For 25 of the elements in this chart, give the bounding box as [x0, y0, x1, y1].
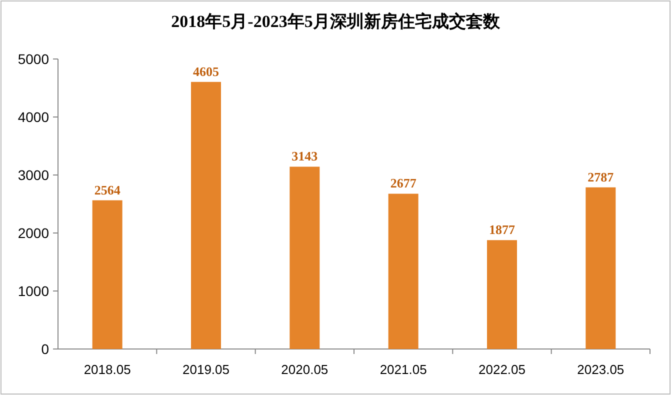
- bar: [586, 187, 616, 349]
- x-tick-label: 2018.05: [84, 362, 131, 377]
- chart-title: 2018年5月-2023年5月深圳新房住宅成交套数: [171, 12, 501, 31]
- data-label: 4605: [193, 64, 220, 79]
- y-tick-label: 3000: [18, 167, 50, 183]
- y-tick-label: 1000: [18, 283, 50, 299]
- x-tick-label: 2022.05: [478, 362, 526, 377]
- x-tick-label: 2019.05: [182, 362, 230, 377]
- y-tick-label: 4000: [18, 109, 50, 125]
- data-label: 2787: [588, 169, 614, 184]
- bar: [191, 82, 221, 349]
- y-tick-label: 5000: [18, 51, 50, 67]
- x-tick-label: 2020.05: [281, 362, 328, 377]
- data-label: 3143: [292, 148, 318, 164]
- x-tick-label: 2023.05: [577, 362, 624, 377]
- data-label: 1877: [489, 222, 516, 238]
- bar: [92, 200, 122, 349]
- data-label: 2677: [390, 176, 417, 191]
- data-label: 2564: [94, 182, 121, 198]
- bar: [487, 240, 517, 349]
- x-tick-label: 2021.05: [380, 362, 427, 377]
- y-tick-label: 2000: [18, 225, 50, 241]
- bar: [388, 194, 418, 349]
- bar: [290, 166, 320, 349]
- y-tick-label: 0: [41, 341, 50, 357]
